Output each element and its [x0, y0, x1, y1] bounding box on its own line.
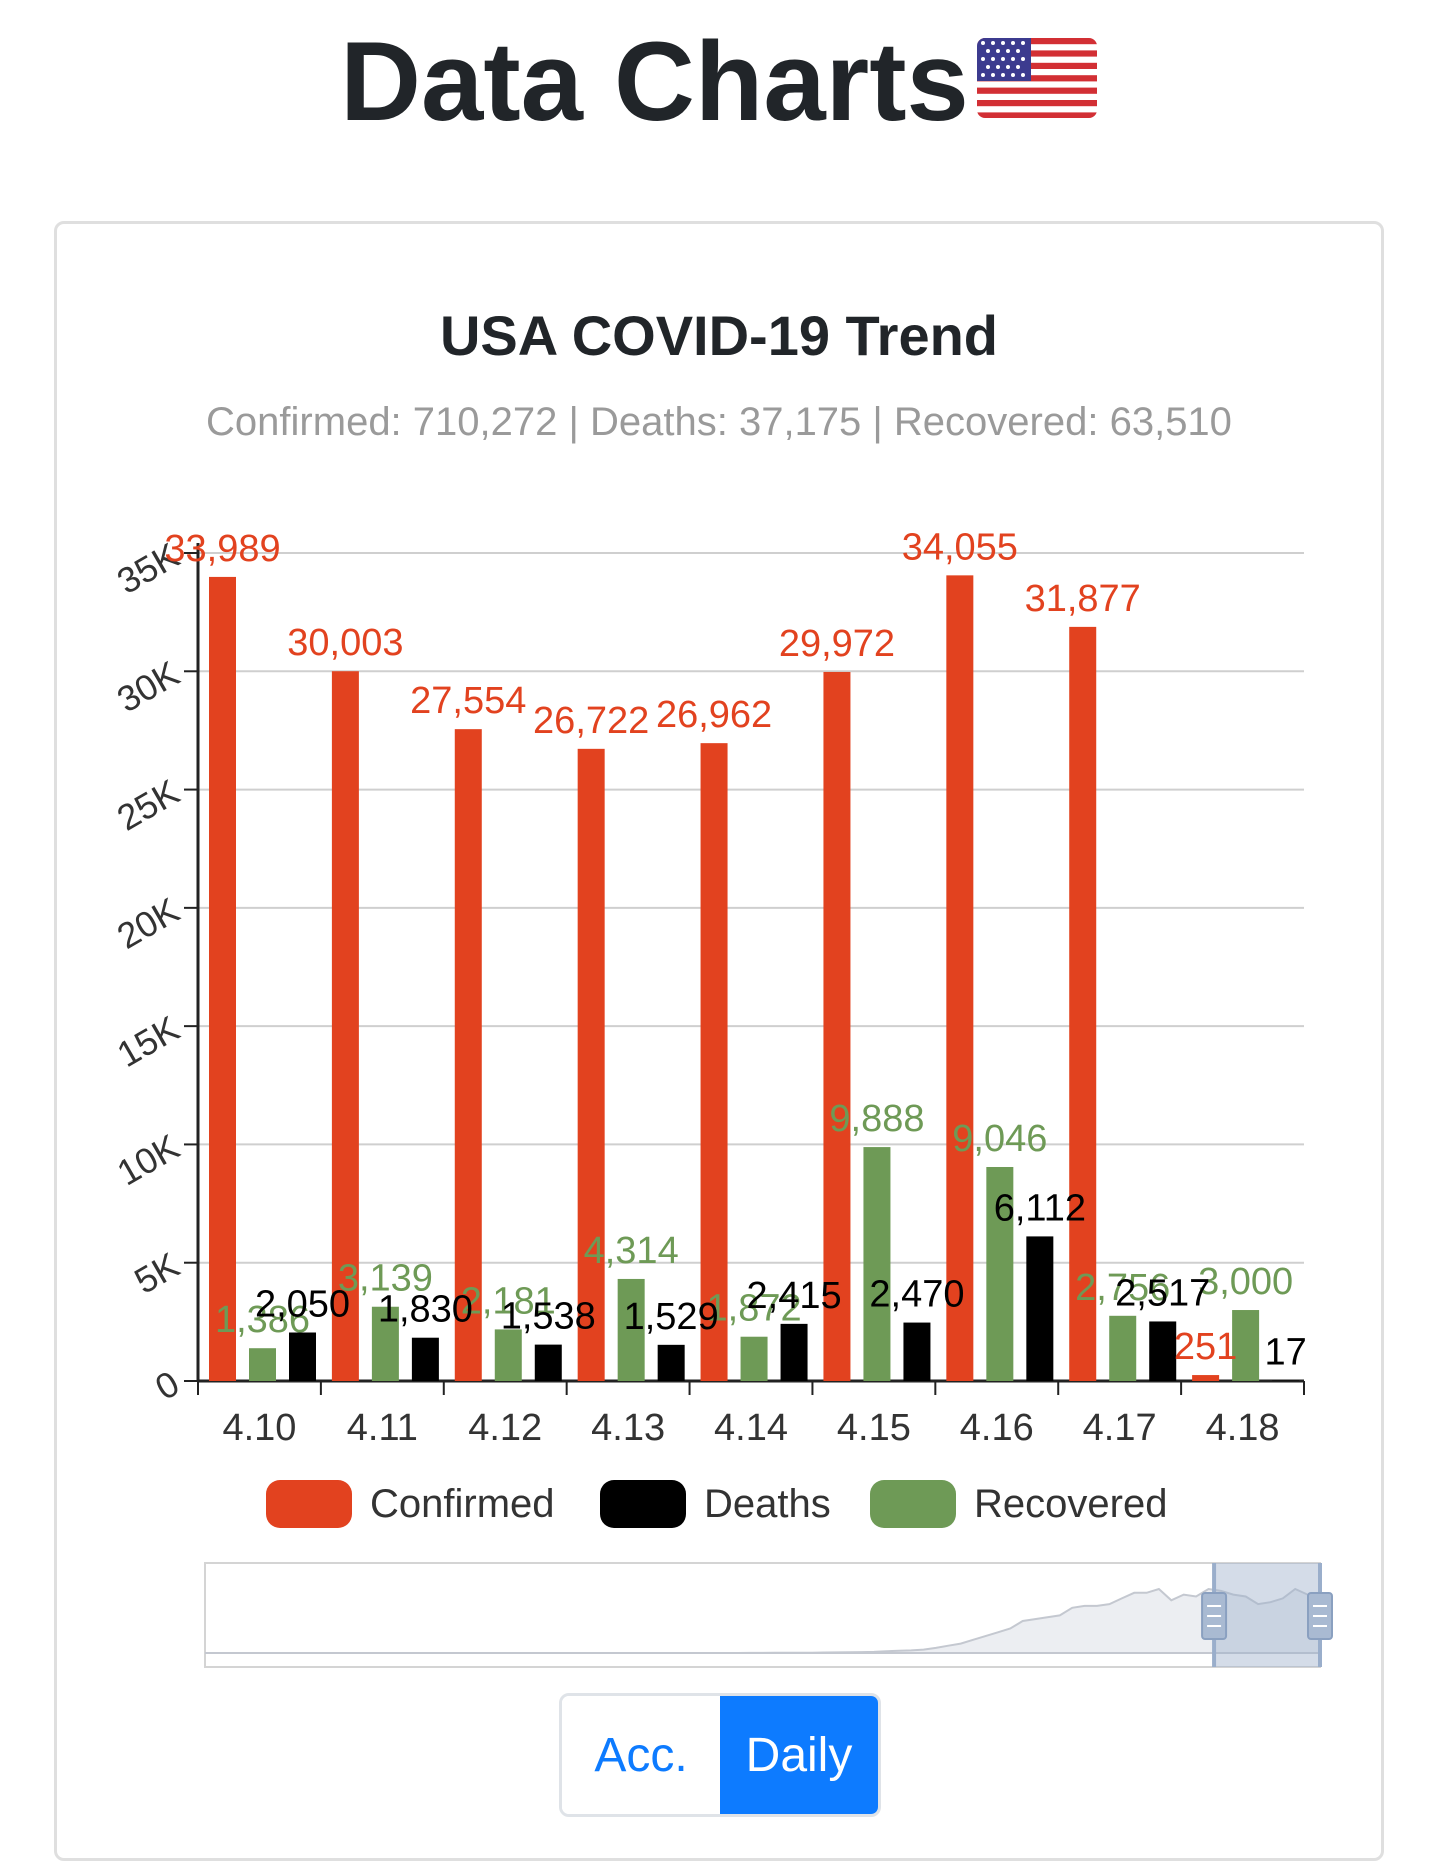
zoom-handle-left[interactable]	[1202, 1593, 1226, 1639]
data-label-deaths: 6,112	[994, 1187, 1086, 1229]
data-label-deaths: 2,050	[255, 1284, 350, 1326]
data-label-deaths: 2,415	[747, 1275, 842, 1317]
y-tick-label: 5K	[127, 1244, 186, 1302]
bar-confirmed	[701, 743, 728, 1381]
data-label-recovered: 9,046	[952, 1118, 1047, 1160]
x-tick-label: 4.13	[591, 1407, 665, 1449]
legend-swatch-deaths	[600, 1480, 686, 1528]
data-label-confirmed: 30,003	[287, 622, 403, 664]
legend-swatch-confirmed	[266, 1480, 352, 1528]
bar-deaths	[781, 1324, 808, 1381]
legend-label-deaths: Deaths	[704, 1482, 831, 1526]
mode-toggle[interactable]: Acc. Daily	[559, 1693, 881, 1817]
bar-confirmed	[946, 575, 973, 1381]
y-tick-label: 15K	[110, 1008, 186, 1076]
data-label-deaths: 1,538	[501, 1296, 596, 1338]
data-label-recovered: 9,888	[829, 1098, 924, 1140]
legend: Confirmed Deaths Recovered	[266, 1480, 1167, 1528]
bar-deaths	[1149, 1321, 1176, 1381]
data-label-confirmed: 31,877	[1025, 578, 1141, 620]
y-tick-label: 20K	[110, 889, 186, 957]
data-label-confirmed: 33,989	[164, 528, 280, 570]
y-tick-label: 0	[148, 1362, 186, 1408]
bar-recovered	[1109, 1316, 1136, 1381]
bar-confirmed	[1192, 1375, 1219, 1381]
data-label-confirmed: 29,972	[779, 623, 895, 665]
y-tick-label: 30K	[110, 653, 186, 721]
bar-deaths	[903, 1323, 930, 1381]
bar-deaths	[1026, 1236, 1053, 1381]
data-label-recovered: 4,314	[584, 1230, 679, 1272]
x-tick-label: 4.11	[347, 1407, 418, 1449]
data-label-deaths: 2,470	[869, 1274, 964, 1316]
legend-label-recovered: Recovered	[974, 1482, 1167, 1526]
y-tick-label: 25K	[110, 771, 186, 839]
acc-button[interactable]: Acc.	[562, 1696, 720, 1814]
y-tick-label: 10K	[110, 1126, 186, 1194]
data-label-confirmed: 26,722	[533, 700, 649, 742]
bar-deaths	[535, 1345, 562, 1381]
chart-subtitle: Confirmed: 710,272 | Deaths: 37,175 | Re…	[206, 400, 1232, 444]
data-label-recovered: 3,000	[1198, 1261, 1293, 1303]
zoom-window	[1214, 1563, 1320, 1667]
bar-recovered	[249, 1348, 276, 1381]
data-label-deaths: 1,529	[624, 1296, 719, 1338]
daily-button[interactable]: Daily	[720, 1696, 878, 1814]
bar-deaths	[412, 1338, 439, 1381]
chart-title: USA COVID-19 Trend	[440, 304, 998, 367]
data-label-deaths: 1,830	[378, 1289, 473, 1331]
x-tick-label: 4.14	[714, 1407, 788, 1449]
data-label-confirmed: 26,962	[656, 694, 772, 736]
bar-confirmed	[209, 577, 236, 1381]
x-tick-label: 4.17	[1083, 1407, 1157, 1449]
x-tick-label: 4.18	[1206, 1407, 1280, 1449]
data-label-confirmed: 251	[1174, 1326, 1237, 1368]
bar-deaths	[658, 1345, 685, 1381]
bar-confirmed	[578, 749, 605, 1381]
data-label-confirmed: 27,554	[410, 680, 526, 722]
data-label-deaths: 2,517	[1115, 1272, 1210, 1314]
bar-recovered	[863, 1147, 890, 1381]
legend-swatch-recovered	[870, 1480, 956, 1528]
x-tick-label: 4.10	[222, 1407, 296, 1449]
data-label-deaths: 17	[1264, 1332, 1306, 1374]
legend-label-confirmed: Confirmed	[370, 1482, 555, 1526]
zoom-handle-right[interactable]	[1308, 1593, 1332, 1639]
x-tick-label: 4.15	[837, 1407, 911, 1449]
x-tick-label: 4.16	[960, 1407, 1034, 1449]
data-zoom-slider[interactable]	[205, 1563, 1332, 1667]
x-tick-label: 4.12	[468, 1407, 542, 1449]
data-label-confirmed: 34,055	[902, 526, 1018, 568]
bar-recovered	[741, 1337, 768, 1381]
